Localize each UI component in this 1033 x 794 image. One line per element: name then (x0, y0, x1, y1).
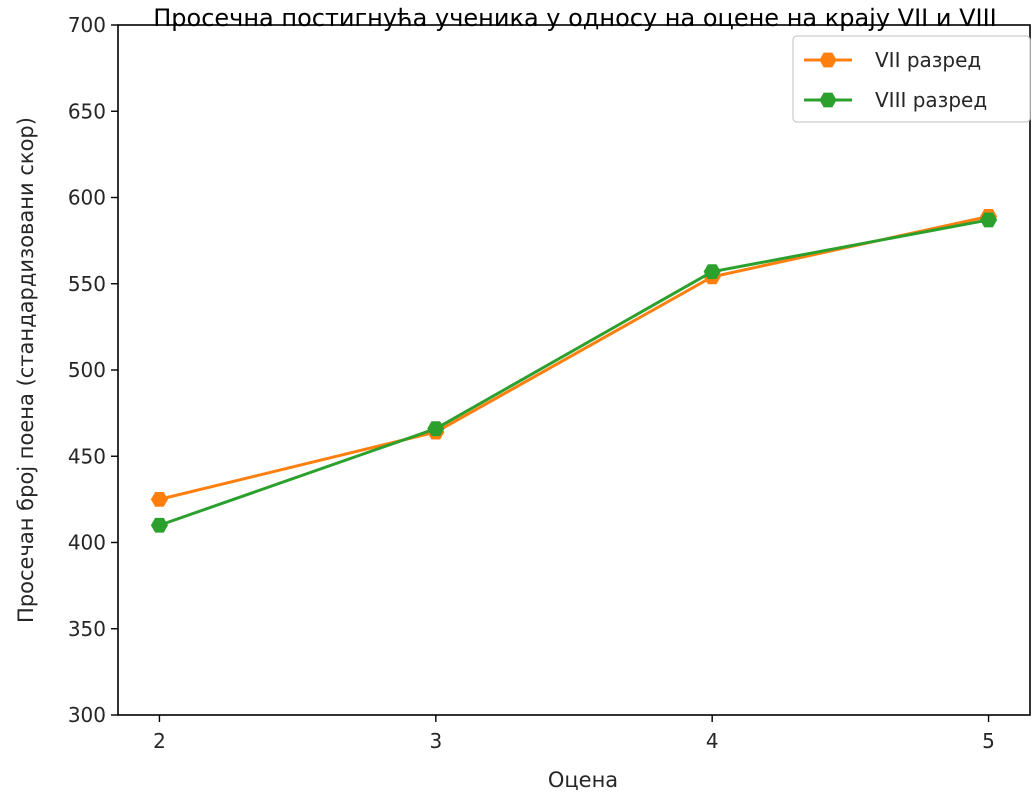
x-tick-label: 3 (429, 729, 442, 753)
data-point (150, 491, 169, 507)
y-tick-label: 350 (68, 617, 106, 641)
data-point (703, 264, 721, 280)
data-point (427, 421, 445, 437)
plot-area-frame (117, 24, 1031, 716)
legend-label: VII разред (875, 48, 981, 72)
y-tick-label: 400 (68, 531, 106, 555)
y-tick-label: 550 (68, 272, 106, 296)
series-layer (150, 209, 998, 533)
data-point (150, 517, 169, 533)
series-line (158, 218, 989, 527)
legend-item: VIII разред (804, 88, 987, 112)
x-axis-ticks: 2 3 4 5 (153, 715, 995, 753)
y-tick-label: 650 (68, 99, 106, 123)
y-axis-title: Просечан број поена (стандардизовани ско… (14, 117, 38, 623)
y-tick-label: 300 (68, 703, 106, 727)
x-tick-label: 4 (706, 729, 719, 753)
x-tick-label: 2 (153, 729, 166, 753)
y-tick-label: 700 (68, 13, 106, 37)
y-tick-label: 450 (68, 444, 106, 468)
legend-label: VIII разред (875, 88, 987, 112)
data-point (979, 212, 998, 228)
legend-item: VII разред (804, 48, 981, 72)
chart-title: Просечна постигнућа ученика у односу на … (153, 4, 997, 32)
y-tick-label: 500 (68, 358, 106, 382)
legend-box (792, 35, 1031, 123)
y-axis-ticks: 300 350 400 450 500 550 600 650 700 (68, 13, 118, 727)
series-line (159, 215, 989, 501)
x-axis-title: Оцена (548, 768, 618, 792)
legend: VII разред VIII разред (792, 35, 1031, 123)
legend-marker (819, 92, 837, 108)
series-1 (150, 209, 998, 507)
x-tick-label: 5 (982, 729, 995, 753)
y-tick-label: 600 (68, 186, 106, 210)
legend-marker (819, 52, 837, 68)
series-2 (150, 212, 998, 533)
